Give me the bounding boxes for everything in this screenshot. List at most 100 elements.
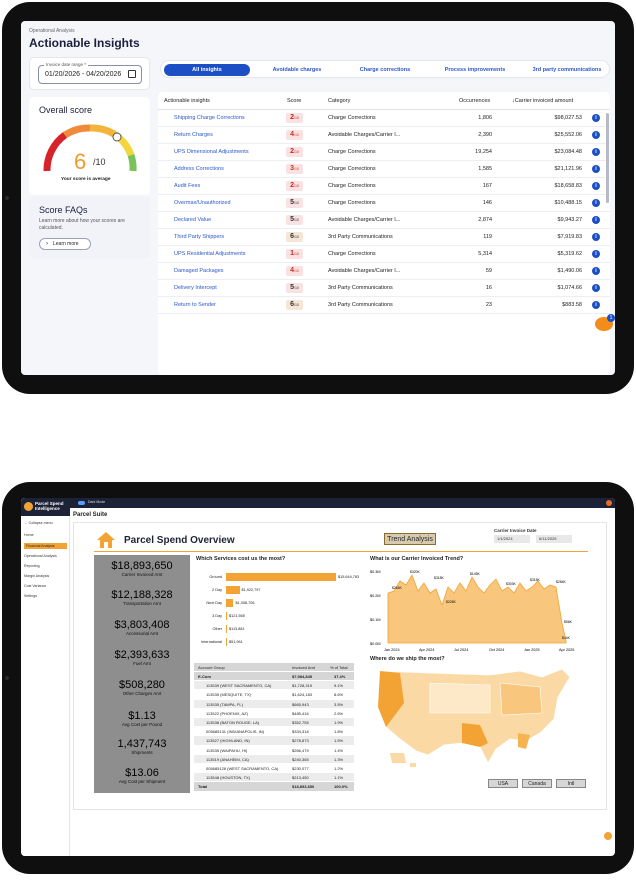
account-name-cell: 113535 (MESQUITE, TX) [206, 692, 251, 698]
table-row[interactable]: Third Party Shippers 6/10 3rd Party Commun… [158, 229, 610, 246]
avatar[interactable] [606, 500, 612, 506]
sidebar-item-operational-analysis[interactable]: Operational Analysis [24, 554, 57, 558]
table-scrollbar[interactable] [606, 113, 609, 203]
info-icon[interactable]: i [592, 131, 600, 139]
date-from-input[interactable]: 1/1/2024 [494, 535, 530, 543]
info-icon[interactable]: i [592, 284, 600, 292]
table-row[interactable]: Declared Value 5/10 Avoidable Charges/Carr… [158, 212, 610, 229]
tab-3rd-party-communications[interactable]: 3rd party communications [532, 67, 602, 73]
account-row[interactable]: 113519 (ANAHEIM, CA) $240,365 1.3% [194, 754, 354, 764]
insight-name-link[interactable]: UPS Residential Adjustments [174, 251, 246, 257]
info-icon[interactable]: i [592, 250, 600, 258]
account-row[interactable]: 113548 (HOUSTON, TX) $213,450 1.1% [194, 773, 354, 782]
account-name-cell: 113539 (WEST SACRAMENTO, CA) [206, 683, 272, 689]
col-header-percent[interactable]: % of Total [330, 665, 348, 670]
insight-name-link[interactable]: Return to Sender [174, 302, 216, 308]
service-bar[interactable] [226, 638, 227, 646]
insight-name-link[interactable]: Return Charges [174, 132, 213, 138]
account-row[interactable]: 113539 (WEST SACRAMENTO, CA) $1,728,319 9.… [194, 681, 354, 690]
service-bar[interactable] [226, 586, 240, 594]
table-row[interactable]: Delivery Intercept 5/10 3rd Party Communic… [158, 280, 610, 297]
table-row[interactable]: UPS Dimensional Adjustments 2/10 Charge Co… [158, 144, 610, 161]
tab-avoidable-charges[interactable]: Avoidable charges [272, 67, 322, 73]
map-usa-button[interactable]: USA [488, 779, 518, 788]
insight-name-link[interactable]: UPS Dimensional Adjustments [174, 149, 249, 155]
col-header-score[interactable]: Score [287, 98, 302, 104]
table-row[interactable]: Return Charges 4/10 Avoidable Charges/Carr… [158, 127, 610, 144]
col-header-category[interactable]: Category [328, 98, 351, 104]
us-map[interactable] [370, 663, 580, 773]
dark-mode-toggle[interactable] [78, 501, 85, 505]
account-row[interactable]: Total $18,893,650 100.0% [194, 782, 354, 791]
date-to-input[interactable]: 6/11/2025 [536, 535, 572, 543]
score-suffix: /10 [294, 252, 299, 256]
tab-charge-corrections[interactable]: Charge corrections [359, 67, 411, 73]
sidebar-item-settings[interactable]: Settings [24, 594, 37, 598]
insight-name-link[interactable]: Audit Fees [174, 183, 201, 189]
service-bar[interactable] [226, 625, 227, 633]
service-bar[interactable] [226, 612, 227, 620]
account-row[interactable]: 113535 (TAMPA, FL) $665,943 3.5% [194, 699, 354, 708]
table-row[interactable]: Address Corrections 3/10 Charge Correction… [158, 161, 610, 178]
account-row[interactable]: 113522 (PHOENIX, AZ) $485,416 2.6% [194, 709, 354, 717]
service-bar[interactable] [226, 599, 234, 607]
service-bar[interactable] [226, 573, 336, 581]
account-row[interactable]: 113538 (BATON ROUGE, LA) $352,755 1.9% [194, 718, 354, 727]
collapse-menu[interactable]: ← Collapse menu [24, 521, 53, 525]
info-icon[interactable]: i [592, 301, 600, 309]
date-range-field[interactable]: Invoice date range * 01/20/2026 - 04/20/… [38, 62, 142, 84]
insight-name-link[interactable]: Third Party Shippers [174, 234, 225, 240]
kpi-label: Avg Cost per Pound [121, 722, 163, 727]
date-range-value[interactable]: 01/20/2026 - 04/20/2026 [45, 71, 122, 78]
insight-name-link[interactable]: Declared Value [174, 217, 212, 223]
col-header-invoiced[interactable]: Invoiced Amt [292, 665, 315, 670]
info-icon[interactable]: i [592, 114, 600, 122]
tab-all-insights[interactable]: All insights [164, 64, 250, 76]
learn-more-button[interactable]: › Learn more [39, 238, 91, 250]
account-row[interactable]: 113535 (MESQUITE, TX) $1,624,183 8.6% [194, 690, 354, 698]
info-icon[interactable]: i [592, 233, 600, 241]
info-icon[interactable]: i [592, 267, 600, 275]
insight-name-link[interactable]: Address Corrections [174, 166, 224, 172]
score-badge: 2/10 [286, 113, 303, 123]
sidebar-item-cost-variance[interactable]: Cost Variance [24, 584, 47, 588]
trend-analysis-button[interactable]: Trend Analysis [384, 533, 436, 545]
insight-name-link[interactable]: Delivery Intercept [174, 285, 217, 291]
table-row[interactable]: Audit Fees 2/10 Charge Corrections 167 $18,6… [158, 178, 610, 195]
table-row[interactable]: Return to Sender 6/10 3rd Party Communicat… [158, 297, 610, 314]
table-row[interactable]: Shipping Charge Corrections 2/10 Charge Co… [158, 110, 610, 127]
info-icon[interactable]: i [592, 199, 600, 207]
insight-name-link[interactable]: Overmax/Unauthorized [174, 200, 231, 206]
sidebar-item-financial-analysis[interactable]: Financial Analysis [24, 543, 67, 549]
trend-data-label: $145K [470, 572, 481, 576]
account-row[interactable]: 005685131 (INDIANAPOLIS, IN) $334,318 1.8% [194, 727, 354, 735]
map-canada-button[interactable]: Canada [522, 779, 552, 788]
sidebar-item-margin-analysis[interactable]: Margin Analysis [24, 574, 50, 578]
score-value: 2 [290, 182, 295, 189]
collapse-menu-label: Collapse menu [28, 521, 53, 525]
info-icon[interactable]: i [592, 148, 600, 156]
account-row[interactable]: 005685128 (WEST SACRAMENTO, CA) $230,077 1… [194, 764, 354, 772]
table-row[interactable]: UPS Residential Adjustments 1/10 Charge Co… [158, 246, 610, 263]
insight-name-link[interactable]: Shipping Charge Corrections [174, 115, 245, 121]
account-row[interactable]: E-Com $7,984,845 37.4% [194, 672, 354, 681]
col-header-occurrences[interactable]: Occurrences [459, 98, 491, 104]
help-button[interactable] [604, 832, 612, 840]
table-row[interactable]: Damaged Packages 4/10 Avoidable Charges/Ca… [158, 263, 610, 280]
insight-name-link[interactable]: Damaged Packages [174, 268, 224, 274]
map-intl-button[interactable]: Intl [556, 779, 586, 788]
breadcrumb[interactable]: Operational Analysis [29, 28, 75, 34]
info-icon[interactable]: i [592, 165, 600, 173]
sidebar-item-reporting[interactable]: Reporting [24, 564, 40, 568]
sidebar-item-home[interactable]: Home [24, 533, 34, 537]
table-row[interactable]: Overmax/Unauthorized 5/10 Charge Correctio… [158, 195, 610, 212]
account-row[interactable]: 113527 (HIGHLAND, IN) $278,873 1.5% [194, 736, 354, 745]
col-header-account[interactable]: Account Group [198, 665, 225, 670]
info-icon[interactable]: i [592, 216, 600, 224]
col-header-amount[interactable]: ↓Carrier invoiced amount [512, 98, 573, 104]
account-row[interactable]: 113535 (WAIPAHU, HI) $266,479 1.4% [194, 746, 354, 754]
info-icon[interactable]: i [592, 182, 600, 190]
calendar-icon[interactable] [128, 70, 136, 78]
col-header-insights[interactable]: Actionable insights [164, 98, 210, 104]
tab-process-improvements[interactable]: Process improvements [444, 67, 506, 73]
